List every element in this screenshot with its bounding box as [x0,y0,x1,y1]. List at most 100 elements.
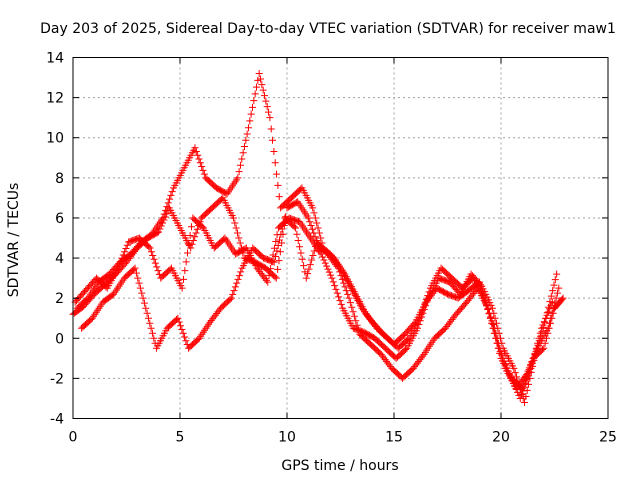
data-point-interp [348,303,356,311]
data-point-interp [151,259,159,267]
data-point-interp [416,317,424,325]
data-point-interp [547,292,555,300]
data-point-interp [445,319,453,327]
data-point-interp [246,117,254,125]
data-point-interp [558,295,566,303]
x-tick-label: 0 [69,430,78,446]
data-point-interp [139,294,147,302]
data-point-interp [402,346,410,354]
data-point-interp [364,312,372,320]
data-point-interp [195,155,203,163]
data-point-interp [412,361,420,369]
data-point-interp [313,219,321,227]
series-track-d [71,214,561,406]
data-point [187,244,195,252]
data-point [540,344,548,352]
data-point [441,324,449,332]
data-point-interp [513,373,521,381]
data-point-interp [123,241,131,249]
data-point-interp [514,377,522,385]
data-point-interp [449,314,457,322]
data-point [206,318,214,326]
data-point-interp [383,357,391,365]
data-point-interp [258,81,266,89]
data-point-interp [193,225,201,233]
data-point-interp [198,163,206,171]
data-point-interp [144,314,152,322]
data-point-interp [166,195,174,203]
data-point-interp [115,261,123,269]
data-point-interp [239,149,247,157]
data-point-interp [492,319,500,327]
data-point-interp [522,392,530,400]
data-point-interp [548,309,556,317]
y-tick-label: 6 [55,211,64,227]
data-point [266,114,274,122]
data-point-interp [500,357,508,365]
data-point [114,264,122,272]
data-point-interp [423,298,431,306]
data-point-interp [276,248,284,256]
data-point-interp [380,354,388,362]
data-point-interp [150,334,158,342]
y-tick-label: 8 [55,171,64,187]
data-point-interp [464,296,472,304]
data-point-interp [296,243,304,251]
data-point [521,398,529,406]
data-point [255,70,263,78]
data-point-interp [236,239,244,247]
data-point [409,364,417,372]
data-point-interp [310,247,318,255]
data-point-interp [381,356,389,364]
data-point-interp [369,319,377,327]
data-point-interp [496,334,504,342]
data-point-interp [368,317,376,325]
data-point-interp [196,159,204,167]
y-tick-label: 2 [55,291,64,307]
data-point-interp [553,289,561,297]
data-point-interp [545,303,553,311]
data-point-interp [265,271,273,279]
data-point-interp [444,321,452,329]
data-point-interp [147,324,155,332]
data-point [414,324,422,332]
data-point [142,304,150,312]
data-point-interp [230,287,238,295]
data-point-interp [150,255,158,263]
data-point-interp [417,354,425,362]
data-point-interp [297,249,305,257]
data-point-interp [251,90,259,98]
data-point-interp [274,242,282,250]
data-point-interp [520,383,528,391]
data-point-interp [341,283,349,291]
data-point-interp [306,261,314,269]
data-point-interp [145,243,153,251]
data-point-interp [325,268,333,276]
data-point-interp [498,339,506,347]
data-point [234,174,242,182]
data-point-interp [308,225,316,233]
data-point-interp [378,352,386,360]
data-point-interp [546,305,554,313]
data-point-interp [310,209,318,217]
data-point-interp [319,253,327,261]
data-point-interp [415,320,423,328]
data-point-interp [490,309,498,317]
data-point-interp [273,231,281,239]
data-point-interp [523,376,531,384]
data-point-interp [469,289,477,297]
data-point-interp [331,282,339,290]
data-point-interp [147,248,155,256]
data-point [488,304,496,312]
data-point-interp [538,328,546,336]
data-point-interp [337,300,345,308]
data-point-interp [273,170,281,178]
data-point-interp [471,288,479,296]
data-point-interp [352,317,360,325]
data-point-interp [518,390,526,398]
data-point-interp [537,332,545,340]
data-point-interp [234,229,242,237]
data-point-interp [134,274,142,282]
data-point-interp [117,258,125,266]
x-axis-label: GPS time / hours [281,458,398,474]
